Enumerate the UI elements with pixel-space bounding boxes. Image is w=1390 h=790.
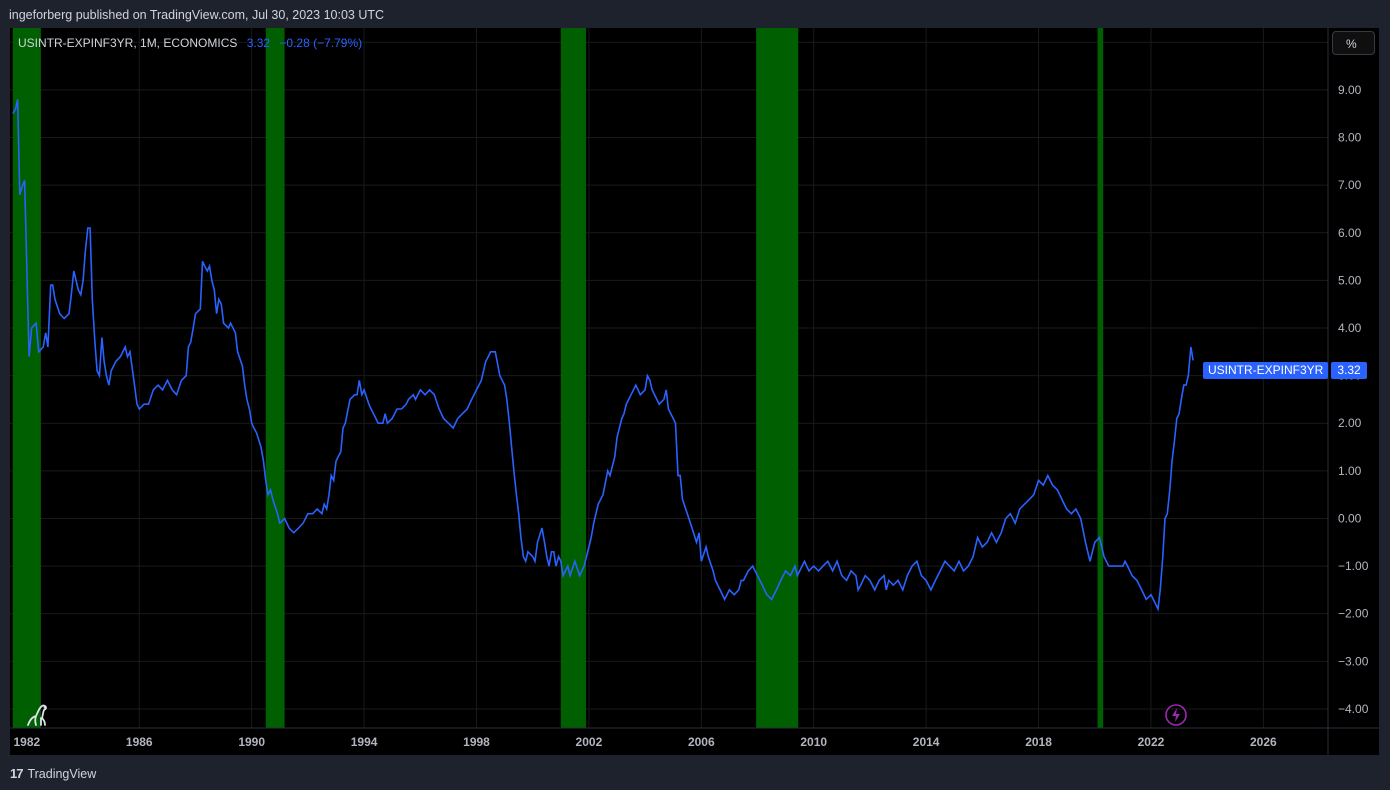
x-tick-label: 1994 xyxy=(351,735,378,749)
y-tick-label: −1.00 xyxy=(1338,559,1369,573)
legend-change: −0.28 (−7.79%) xyxy=(279,36,363,50)
y-tick-label: 7.00 xyxy=(1338,178,1362,192)
lightning-icon[interactable] xyxy=(1164,703,1188,727)
recession-band xyxy=(265,28,285,728)
top-bar: ingeforberg published on TradingView.com… xyxy=(0,0,1390,28)
y-tick-label: 0.00 xyxy=(1338,511,1362,525)
y-tick-label: −2.00 xyxy=(1338,607,1369,621)
grid-layer xyxy=(10,28,1328,728)
publish-note: ingeforberg published on TradingView.com… xyxy=(9,8,385,22)
y-tick-label: 5.00 xyxy=(1338,273,1362,287)
x-axis-ticks: 1982 1986 1990 1994 1998 2002 2006 2010 2014 2018… xyxy=(14,735,1278,749)
y-tick-label: −3.00 xyxy=(1338,654,1369,668)
footer-bar xyxy=(0,757,1390,790)
legend-symbol: USINTR-EXPINF3YR, 1M, ECONOMICS xyxy=(18,36,238,50)
series-line[interactable] xyxy=(12,99,1194,612)
legend-last-value: 3.32 xyxy=(246,36,271,50)
x-tick-label: 1998 xyxy=(463,735,490,749)
x-tick-label: 2010 xyxy=(800,735,827,749)
y-tick-label: 9.00 xyxy=(1338,83,1362,97)
percent-scale-button[interactable]: % xyxy=(1332,31,1375,55)
y-tick-label: 2.00 xyxy=(1338,416,1362,430)
tradingview-logo-mark: 17 xyxy=(10,766,24,781)
x-tick-label: 2002 xyxy=(576,735,603,749)
series-points xyxy=(12,99,1193,610)
x-tick-label: 2026 xyxy=(1250,735,1277,749)
recession-band xyxy=(560,28,587,728)
price-flag-label: USINTR-EXPINF3YR xyxy=(1203,362,1329,379)
y-tick-label: 4.00 xyxy=(1338,321,1362,335)
x-tick-label: 2018 xyxy=(1025,735,1052,749)
y-tick-label: 6.00 xyxy=(1338,226,1362,240)
x-tick-label: 1990 xyxy=(238,735,265,749)
price-flag-value: 3.32 xyxy=(1331,362,1367,379)
tradingview-brand-text: TradingView xyxy=(27,766,97,781)
recession-band xyxy=(12,28,41,728)
x-tick-label: 2022 xyxy=(1138,735,1165,749)
recession-bands xyxy=(12,28,1104,728)
dinosaur-icon[interactable] xyxy=(24,700,52,728)
y-tick-label: 1.00 xyxy=(1338,464,1362,478)
x-tick-label: 2014 xyxy=(913,735,940,749)
y-tick-label: 8.00 xyxy=(1338,131,1362,145)
recession-band xyxy=(756,28,799,728)
tradingview-logo[interactable]: 17 TradingView xyxy=(10,766,96,781)
x-tick-label: 1982 xyxy=(14,735,41,749)
x-tick-label: 1986 xyxy=(126,735,153,749)
series-legend[interactable]: USINTR-EXPINF3YR, 1M, ECONOMICS 3.32 −0.… xyxy=(18,36,362,50)
y-tick-label: −4.00 xyxy=(1338,702,1369,716)
recession-band xyxy=(1097,28,1104,728)
x-tick-label: 2006 xyxy=(688,735,715,749)
